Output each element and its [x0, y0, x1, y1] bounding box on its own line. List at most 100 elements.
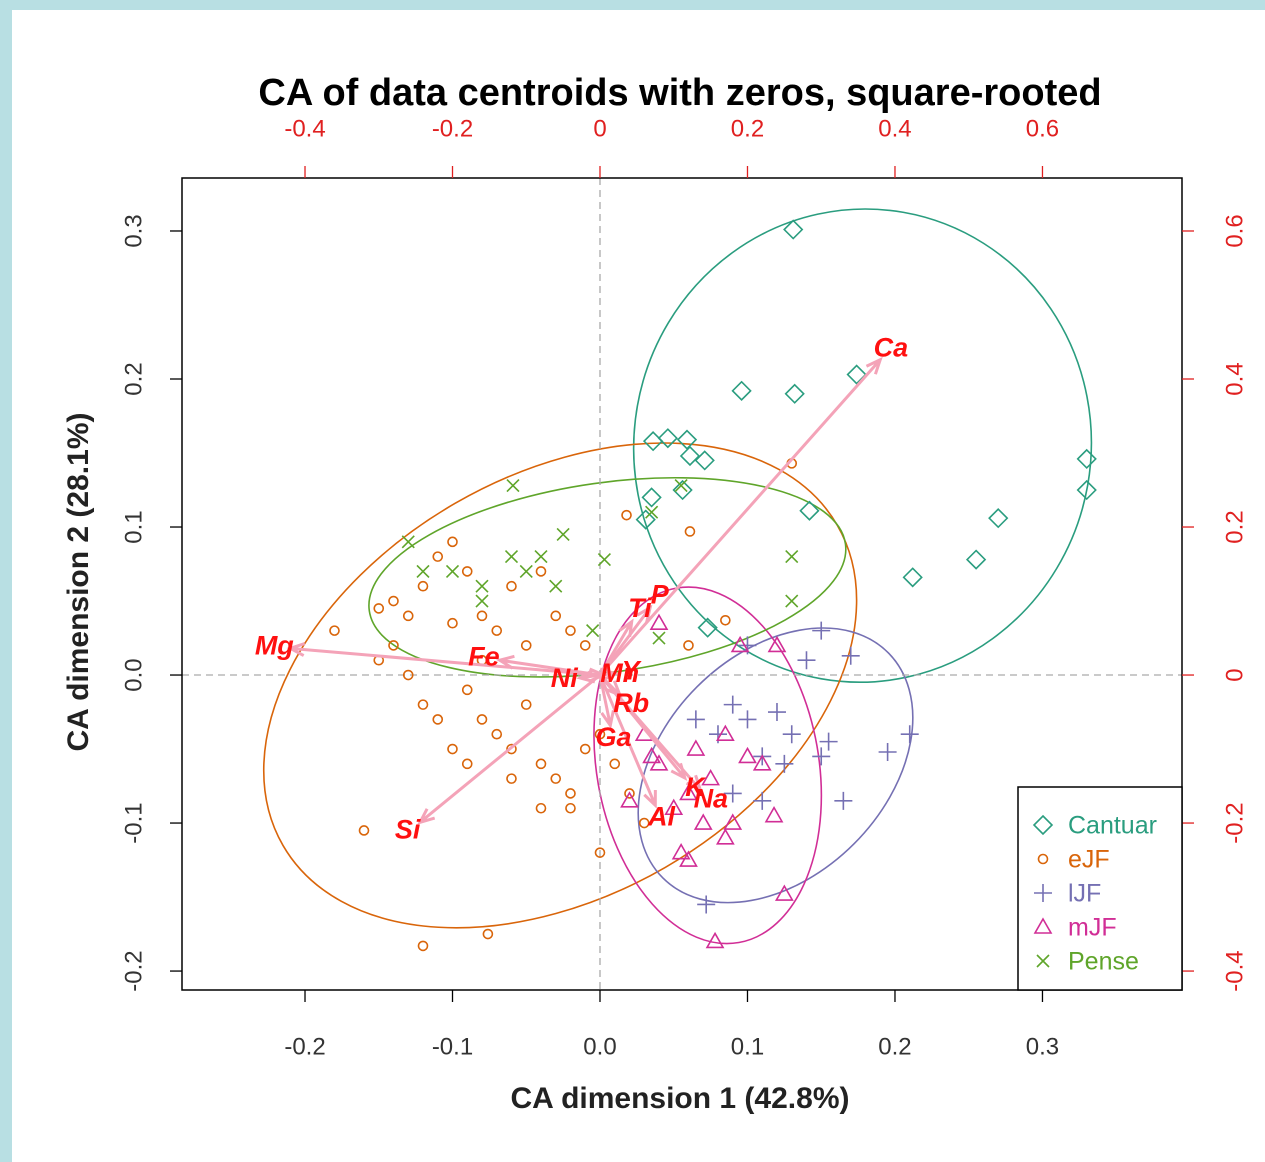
point: [752, 754, 772, 771]
loading-arrow: [599, 667, 619, 683]
point: [697, 617, 718, 638]
confidence-ellipse: [637, 627, 914, 904]
point: [621, 509, 632, 521]
plot-frame: [181, 177, 1183, 991]
legend-label: mJF: [1068, 914, 1117, 942]
point: [819, 732, 838, 751]
x-tick-label: -0.1: [432, 1033, 473, 1060]
point: [715, 724, 735, 742]
point: [738, 710, 757, 729]
point: [594, 847, 606, 858]
point: [812, 621, 831, 640]
y-tick-label: 0.3: [120, 214, 147, 247]
point: [686, 710, 705, 729]
y-tick-label: 0.0: [120, 658, 147, 691]
y2-tick-label: -0.4: [1221, 950, 1248, 991]
point: [1036, 954, 1050, 968]
point: [715, 828, 735, 845]
x2-tick-label: -0.2: [432, 115, 473, 142]
loading-arrow: [417, 673, 601, 825]
point: [767, 703, 786, 722]
x-tick-label: -0.2: [284, 1033, 325, 1060]
variable-label: Mn: [600, 658, 639, 688]
point: [461, 566, 473, 577]
point: [642, 431, 664, 452]
point: [461, 758, 473, 770]
point: [535, 802, 547, 814]
x2-tick-label: 0: [593, 115, 606, 142]
point: [388, 640, 399, 651]
variable-label: Ni: [551, 663, 578, 693]
point: [846, 364, 867, 385]
point: [475, 594, 489, 608]
point: [785, 594, 799, 608]
point: [767, 635, 787, 653]
point: [520, 640, 532, 651]
point: [417, 699, 429, 710]
point: [679, 783, 698, 801]
point: [388, 595, 399, 607]
point: [834, 791, 853, 810]
point: [753, 791, 772, 810]
point: [1032, 814, 1054, 836]
x-tick-label: 0.2: [878, 1033, 911, 1060]
point: [686, 739, 706, 756]
point: [534, 550, 548, 564]
y-axis-label: CA dimension 2 (28.1%): [62, 413, 95, 752]
point: [520, 699, 532, 710]
point: [738, 746, 757, 764]
point: [447, 617, 458, 629]
point: [900, 725, 919, 744]
point: [799, 500, 820, 521]
legend-label: Pense: [1068, 948, 1139, 976]
point: [720, 614, 731, 626]
legend-label: lJF: [1068, 880, 1101, 908]
point: [417, 580, 429, 592]
variable-label: P: [651, 580, 670, 610]
loading-arrow: [286, 642, 601, 677]
point: [491, 728, 503, 740]
x-tick-label: 0.3: [1026, 1033, 1059, 1060]
point: [506, 773, 517, 784]
variable-label: Y: [622, 655, 643, 685]
variable-label: Mg: [255, 630, 294, 660]
x2-tick-label: 0.4: [878, 115, 911, 142]
loading-arrow: [598, 618, 634, 676]
point: [417, 940, 429, 952]
point: [620, 791, 639, 808]
loading-arrow: [495, 654, 601, 677]
point: [679, 445, 701, 467]
point: [723, 784, 742, 803]
variable-label: Ti: [628, 593, 652, 623]
point: [705, 931, 725, 949]
point: [476, 610, 488, 622]
point: [638, 817, 650, 829]
point: [1037, 853, 1049, 865]
x2-tick-label: 0.6: [1026, 115, 1059, 142]
point: [635, 509, 656, 530]
variable-label: Si: [395, 814, 421, 844]
point: [482, 928, 494, 940]
point: [797, 651, 816, 670]
point: [723, 813, 743, 830]
point: [764, 806, 784, 823]
x-tick-label: 0.0: [583, 1033, 616, 1060]
point: [731, 380, 752, 401]
y2-tick-label: 0.4: [1221, 362, 1248, 395]
point: [657, 428, 678, 449]
point: [988, 508, 1009, 529]
variable-label: K: [685, 772, 707, 802]
point: [783, 219, 804, 240]
point: [624, 788, 635, 799]
chart-title: CA of data centroids with zeros, square-…: [258, 72, 1101, 114]
point: [506, 580, 517, 592]
point: [506, 479, 520, 493]
point: [565, 802, 576, 814]
point: [401, 535, 415, 549]
loading-arrow: [598, 674, 657, 809]
loading-arrow: [598, 674, 615, 730]
point: [402, 669, 414, 681]
x-axis-label: CA dimension 1 (42.8%): [511, 1082, 850, 1115]
confidence-ellipse: [632, 208, 1093, 683]
point: [461, 684, 473, 696]
